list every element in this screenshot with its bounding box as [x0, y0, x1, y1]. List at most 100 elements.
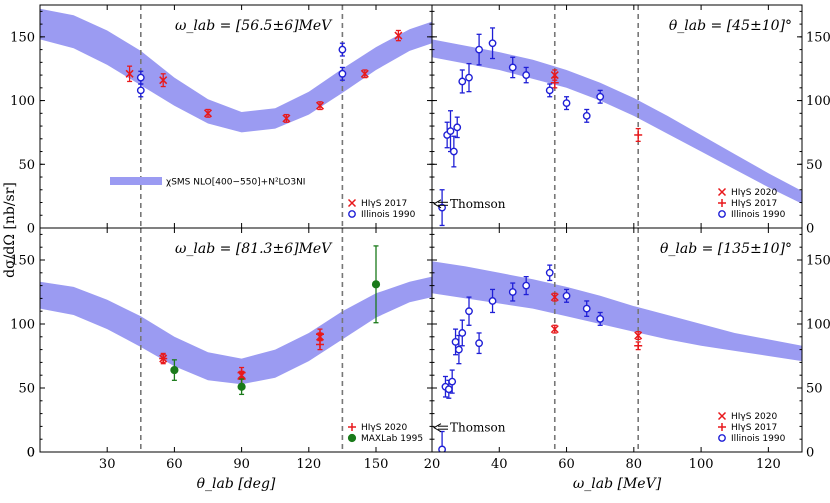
data-point — [508, 63, 517, 72]
data-point — [438, 203, 446, 212]
y-tick-label: 0 — [27, 222, 35, 237]
panel-frame — [431, 227, 803, 453]
panels: 0 50 100 150 ω_lab = [56.5±6]MeV χSMS NLO[400… — [10, 4, 830, 492]
data-point — [465, 73, 473, 82]
legend-label: Illinois 1990 — [731, 210, 786, 220]
plot-area — [432, 5, 802, 228]
data-point — [394, 31, 403, 40]
legend-marker — [348, 210, 356, 218]
data-point — [136, 86, 145, 95]
legend-label: HIγS 2020 — [731, 412, 778, 422]
series-2 — [438, 27, 605, 227]
data-point — [446, 127, 455, 136]
y-tick-label: 50 — [18, 382, 35, 397]
data-point — [475, 339, 483, 348]
series-0 — [125, 29, 403, 123]
data-point — [282, 114, 291, 123]
data-point — [449, 147, 458, 156]
panel-top-right: 0 50 100 150 θ_lab = [45±10]° Thomson HIγS 202… — [431, 4, 830, 237]
legend-label: HIγS 2017 — [731, 423, 777, 433]
y-tick-label: 50 — [18, 158, 35, 173]
x-tick-label: 100 — [689, 457, 714, 472]
data-point — [550, 293, 559, 302]
data-point — [203, 109, 213, 118]
series-1 — [550, 76, 643, 142]
y-tick-label: 100 — [10, 94, 35, 109]
data-point — [438, 445, 446, 452]
x-tick-label: 60 — [558, 457, 575, 472]
data-point — [315, 101, 325, 110]
data-point — [582, 111, 591, 120]
data-point — [475, 45, 483, 54]
y-tick-label: 150 — [10, 30, 35, 45]
data-point — [455, 345, 463, 354]
data-point — [237, 382, 246, 391]
legend-label: HIγS 2017 — [361, 199, 407, 209]
data-point — [136, 73, 145, 82]
x-axis-label: θ_lab [deg] — [197, 476, 276, 492]
data-point — [338, 45, 347, 54]
thomson-arrow — [432, 199, 442, 209]
y-tick-label: 150 — [806, 254, 830, 269]
data-point — [458, 77, 467, 86]
data-point — [545, 86, 554, 95]
series-1 — [159, 332, 325, 380]
y-tick-label: 0 — [806, 222, 814, 237]
data-point — [562, 99, 571, 108]
legend-marker — [717, 411, 727, 421]
theory-band — [432, 261, 802, 362]
panel-annotation: θ_lab = [135±10]° — [660, 241, 792, 257]
theory-band — [432, 39, 802, 204]
legend-marker — [347, 433, 357, 443]
data-point — [508, 288, 517, 296]
data-point — [444, 385, 453, 394]
data-point — [170, 365, 179, 375]
data-point — [125, 69, 134, 78]
data-point — [360, 69, 369, 78]
x-tick-label: 120 — [756, 457, 781, 472]
legend-label: HIγS 2017 — [731, 199, 777, 209]
panel-frame — [39, 227, 433, 453]
theory-band — [40, 8, 432, 133]
data-point — [159, 76, 168, 85]
x-tick-label: 150 — [364, 457, 389, 472]
data-point — [453, 123, 462, 132]
data-point — [237, 371, 246, 380]
data-point — [315, 332, 325, 341]
legend-marker — [718, 434, 726, 442]
x-tick-label: 120 — [296, 457, 321, 472]
data-point — [338, 69, 347, 78]
y-tick-label: 50 — [806, 382, 823, 397]
data-point — [550, 325, 559, 334]
x-tick-label: 20 — [424, 457, 441, 472]
thomson-arrow — [432, 423, 442, 433]
panel-annotation: ω_lab = [56.5±6]MeV — [175, 18, 333, 34]
plot-area — [432, 228, 802, 452]
legend-marker — [347, 198, 357, 208]
data-point — [159, 354, 168, 363]
data-point — [522, 71, 531, 79]
x-axis-label: ω_lab [MeV] — [573, 476, 662, 492]
data-point — [488, 297, 497, 305]
thomson-label: Thomson — [450, 421, 506, 435]
series-1 — [136, 42, 347, 98]
series-0 — [550, 292, 643, 341]
data-point — [451, 338, 460, 346]
data-point — [545, 268, 554, 277]
series-2 — [170, 245, 381, 396]
x-tick-label: 90 — [233, 457, 250, 472]
y-tick-label: 0 — [806, 446, 814, 461]
legend-label: Illinois 1990 — [361, 210, 416, 220]
plot-area — [40, 5, 432, 228]
legend-marker — [717, 187, 727, 197]
data-point — [596, 314, 605, 323]
data-point — [596, 92, 605, 101]
x-tick-label: 60 — [166, 457, 183, 472]
y-axis-label: dσ/dΩ [nb/sr] — [2, 182, 18, 278]
panel-top-left: 0 50 100 150 ω_lab = [56.5±6]MeV χSMS NLO[400… — [10, 4, 433, 237]
panel-annotation: ω_lab = [81.3±6]MeV — [175, 241, 333, 257]
data-point — [634, 331, 643, 340]
legend-label: HIγS 2020 — [361, 423, 408, 433]
y-tick-label: 150 — [806, 30, 830, 45]
